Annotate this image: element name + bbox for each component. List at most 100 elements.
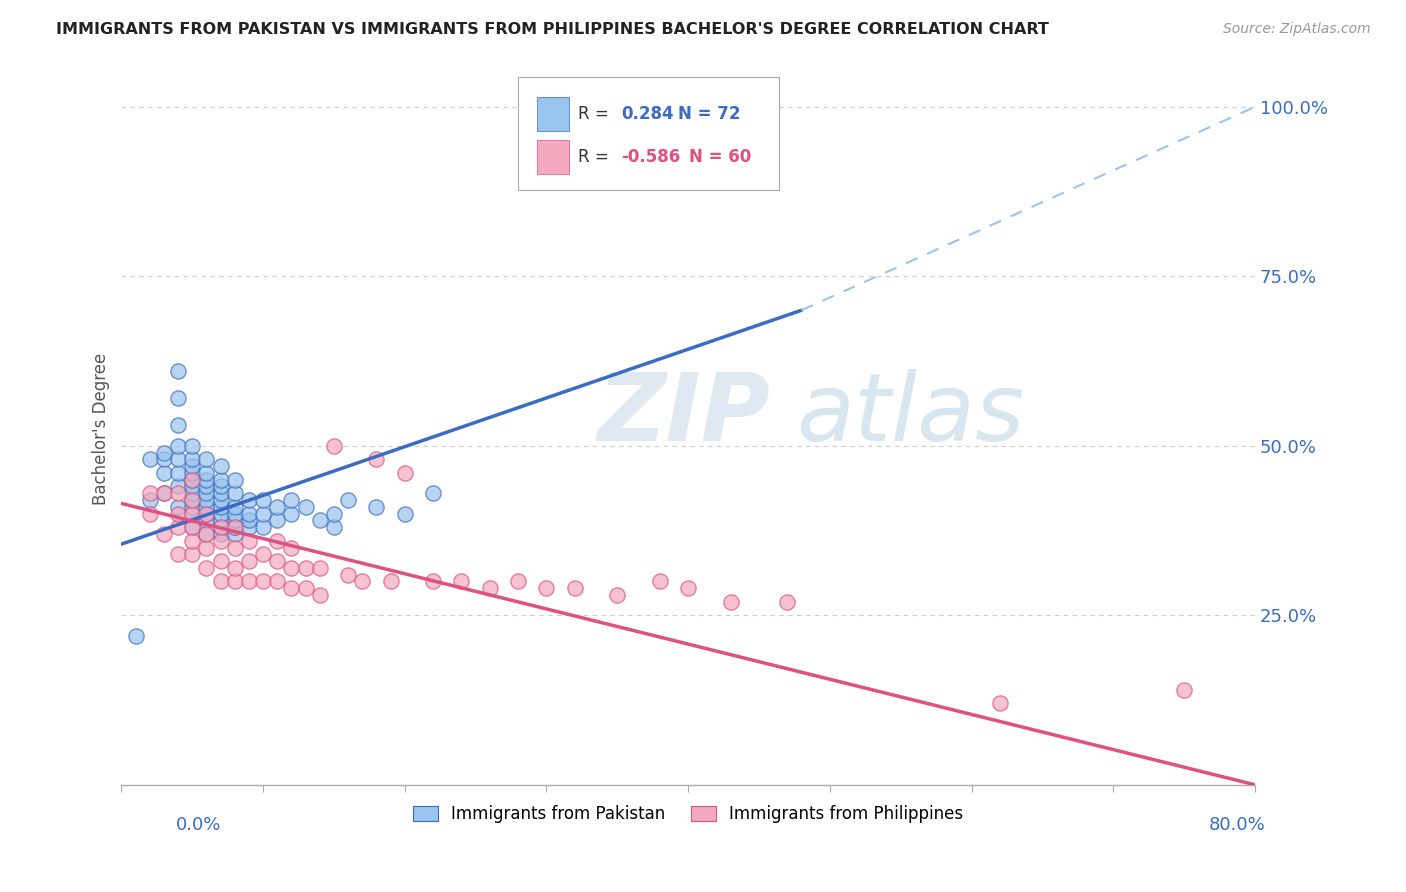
- Point: [224, 520, 246, 534]
- Point: [181, 452, 204, 467]
- Point: [238, 520, 260, 534]
- Point: [422, 486, 444, 500]
- Point: [308, 513, 330, 527]
- Point: [450, 574, 472, 589]
- Point: [1173, 682, 1195, 697]
- Point: [224, 500, 246, 514]
- Point: [209, 554, 232, 568]
- Point: [308, 588, 330, 602]
- Point: [181, 473, 204, 487]
- Point: [181, 507, 204, 521]
- Point: [181, 520, 204, 534]
- Text: IMMIGRANTS FROM PAKISTAN VS IMMIGRANTS FROM PHILIPPINES BACHELOR'S DEGREE CORREL: IMMIGRANTS FROM PAKISTAN VS IMMIGRANTS F…: [56, 22, 1049, 37]
- Point: [238, 513, 260, 527]
- Point: [323, 520, 346, 534]
- Point: [394, 466, 416, 480]
- Point: [153, 527, 176, 541]
- Point: [280, 541, 302, 555]
- Point: [294, 500, 316, 514]
- Point: [181, 439, 204, 453]
- Point: [366, 500, 388, 514]
- Point: [195, 541, 218, 555]
- Point: [252, 507, 274, 521]
- Point: [167, 364, 190, 378]
- Text: 0.0%: 0.0%: [176, 816, 221, 834]
- Point: [224, 561, 246, 575]
- Point: [209, 479, 232, 493]
- Point: [224, 574, 246, 589]
- Point: [181, 473, 204, 487]
- Point: [167, 486, 190, 500]
- Point: [195, 473, 218, 487]
- Point: [167, 507, 190, 521]
- Point: [181, 479, 204, 493]
- Point: [323, 507, 346, 521]
- Text: Source: ZipAtlas.com: Source: ZipAtlas.com: [1223, 22, 1371, 37]
- Point: [564, 581, 586, 595]
- Point: [266, 554, 288, 568]
- Point: [124, 629, 146, 643]
- Point: [294, 581, 316, 595]
- Point: [308, 561, 330, 575]
- Point: [181, 500, 204, 514]
- Text: N = 72: N = 72: [678, 105, 741, 123]
- Point: [209, 533, 232, 548]
- Point: [167, 452, 190, 467]
- Point: [167, 520, 190, 534]
- Point: [478, 581, 501, 595]
- Point: [508, 574, 530, 589]
- FancyBboxPatch shape: [537, 140, 569, 174]
- Point: [181, 507, 204, 521]
- Y-axis label: Bachelor's Degree: Bachelor's Degree: [93, 352, 110, 505]
- Point: [209, 473, 232, 487]
- Point: [224, 507, 246, 521]
- Point: [181, 466, 204, 480]
- Point: [422, 574, 444, 589]
- Point: [167, 418, 190, 433]
- Point: [209, 459, 232, 474]
- Point: [224, 486, 246, 500]
- Point: [209, 574, 232, 589]
- Point: [252, 520, 274, 534]
- FancyBboxPatch shape: [537, 97, 569, 131]
- Point: [195, 466, 218, 480]
- Point: [252, 547, 274, 561]
- Point: [676, 581, 699, 595]
- Text: R =: R =: [578, 105, 614, 123]
- Point: [195, 513, 218, 527]
- Point: [266, 574, 288, 589]
- Point: [209, 486, 232, 500]
- Point: [181, 547, 204, 561]
- Point: [195, 479, 218, 493]
- Point: [294, 561, 316, 575]
- Point: [139, 493, 162, 508]
- Point: [195, 500, 218, 514]
- Point: [139, 452, 162, 467]
- Point: [195, 493, 218, 508]
- Point: [776, 595, 799, 609]
- Point: [209, 507, 232, 521]
- Legend: Immigrants from Pakistan, Immigrants from Philippines: Immigrants from Pakistan, Immigrants fro…: [406, 798, 970, 830]
- Point: [988, 697, 1011, 711]
- Point: [280, 507, 302, 521]
- Point: [153, 466, 176, 480]
- Point: [167, 392, 190, 406]
- Point: [238, 507, 260, 521]
- Point: [167, 439, 190, 453]
- Text: atlas: atlas: [796, 369, 1024, 460]
- Point: [394, 507, 416, 521]
- Point: [323, 439, 346, 453]
- Point: [280, 493, 302, 508]
- Point: [167, 466, 190, 480]
- Text: N = 60: N = 60: [689, 148, 752, 166]
- Point: [181, 520, 204, 534]
- Point: [167, 547, 190, 561]
- Point: [139, 486, 162, 500]
- Point: [648, 574, 671, 589]
- Point: [195, 527, 218, 541]
- Point: [209, 527, 232, 541]
- Point: [224, 527, 246, 541]
- Point: [280, 561, 302, 575]
- Text: 0.284: 0.284: [621, 105, 673, 123]
- Point: [209, 493, 232, 508]
